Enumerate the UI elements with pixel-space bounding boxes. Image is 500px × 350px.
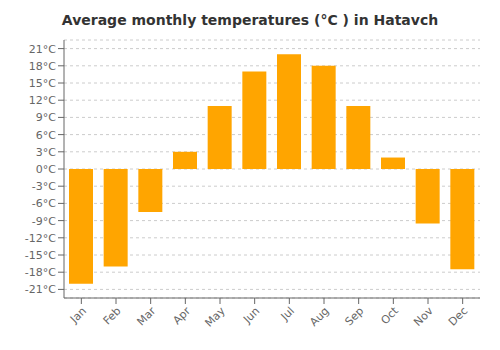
- svg-text:Jan: Jan: [67, 304, 89, 326]
- svg-text:12°C: 12°C: [29, 94, 56, 107]
- svg-text:Feb: Feb: [101, 304, 124, 327]
- svg-text:Mar: Mar: [134, 304, 158, 328]
- svg-text:May: May: [202, 304, 228, 330]
- svg-text:-3°C: -3°C: [32, 180, 56, 193]
- svg-text:Sep: Sep: [342, 304, 366, 328]
- svg-text:Aug: Aug: [307, 304, 331, 328]
- svg-text:-18°C: -18°C: [25, 266, 56, 279]
- svg-text:21°C: 21°C: [29, 43, 56, 56]
- svg-text:Jul: Jul: [278, 304, 297, 323]
- svg-text:-6°C: -6°C: [32, 197, 56, 210]
- svg-text:15°C: 15°C: [29, 77, 56, 90]
- svg-text:-15°C: -15°C: [25, 249, 56, 262]
- html-text:Average monthly temperatures (: Average monthly temperatures (°C ) in Ha…: [61, 12, 439, 28]
- svg-text:Jun: Jun: [240, 304, 262, 326]
- svg-text:Nov: Nov: [411, 304, 436, 329]
- svg-text:Dec: Dec: [446, 304, 470, 328]
- svg-text:Apr: Apr: [170, 304, 193, 327]
- svg-text:18°C: 18°C: [29, 60, 56, 73]
- svg-text:Oct: Oct: [378, 304, 401, 327]
- svg-text:-12°C: -12°C: [25, 232, 56, 245]
- svg-text:0°C: 0°C: [36, 163, 56, 176]
- svg-text:6°C: 6°C: [36, 129, 56, 142]
- svg-text:3°C: 3°C: [36, 146, 56, 159]
- svg-text:-21°C: -21°C: [25, 283, 56, 296]
- svg-text:-9°C: -9°C: [32, 215, 56, 228]
- svg-text:9°C: 9°C: [36, 111, 56, 124]
